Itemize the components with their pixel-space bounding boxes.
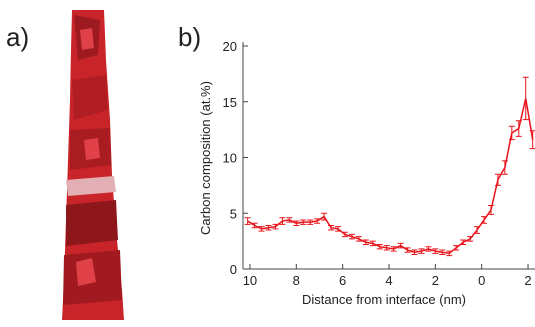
- figure: a) b) Distance from interface (nm) Carbo…: [0, 0, 535, 322]
- x-tick-label: 8: [293, 273, 300, 288]
- panel-a-label: a): [6, 22, 29, 52]
- error-bar: [509, 126, 515, 139]
- error-bar: [530, 131, 535, 149]
- x-tick-label: 2: [432, 273, 439, 288]
- y-tick-label: 5: [230, 206, 237, 221]
- y-tick-label: 10: [223, 151, 237, 166]
- x-tick-label: 0: [478, 273, 485, 288]
- x-tick-label: 4: [385, 273, 392, 288]
- x-tick-label: 10: [243, 273, 257, 288]
- x-tick-label: 2: [524, 273, 531, 288]
- plot: [245, 77, 535, 255]
- error-bar: [516, 121, 522, 137]
- error-bar: [245, 218, 251, 225]
- data-line: [248, 98, 533, 253]
- y-tick-label: 0: [230, 262, 237, 277]
- y-axis-label: Carbon composition (at.%): [198, 81, 213, 235]
- reconstruction-image: [62, 10, 124, 320]
- panel-b-label: b): [178, 22, 201, 52]
- y-tick-label: 15: [223, 95, 237, 110]
- x-axis-label: Distance from interface (nm): [302, 292, 466, 307]
- x-tick-label: 6: [339, 273, 346, 288]
- y-tick-label: 20: [223, 39, 237, 54]
